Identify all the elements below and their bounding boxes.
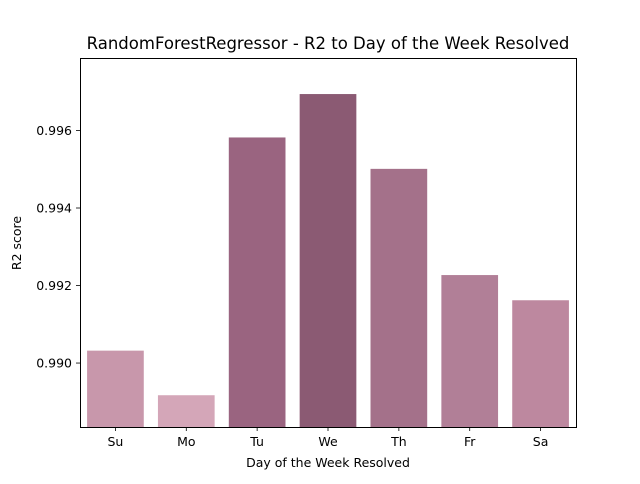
x-tick-label-tu: Tu <box>249 434 264 449</box>
bar-tu <box>228 137 286 427</box>
y-tick-label: 0.990 <box>36 356 72 371</box>
bar-fr <box>441 275 499 427</box>
x-tick-label-th: Th <box>390 434 407 449</box>
bar-sa <box>512 300 569 427</box>
y-tick-label: 0.992 <box>36 278 72 293</box>
x-axis-label: Day of the Week Resolved <box>246 455 410 470</box>
y-axis-ticks: 0.990 0.992 0.994 0.996 <box>36 123 80 371</box>
x-tick-label-sa: Sa <box>533 434 549 449</box>
y-tick-label: 0.996 <box>36 123 72 138</box>
x-tick-label-mo: Mo <box>177 434 195 449</box>
x-tick-label-we: We <box>318 434 338 449</box>
chart-title: RandomForestRegressor - R2 to Day of the… <box>87 34 570 53</box>
bar-mo <box>157 395 215 427</box>
bars-group <box>87 94 569 428</box>
x-tick-label-fr: Fr <box>464 434 476 449</box>
x-tick-label-su: Su <box>107 434 123 449</box>
plot-area-frame <box>80 58 577 428</box>
x-axis-ticks: Su Mo Tu We Th Fr Sa <box>107 427 548 449</box>
bar-we <box>299 94 357 428</box>
bar-su <box>87 350 144 427</box>
y-tick-label: 0.994 <box>36 201 72 216</box>
bar-th <box>370 168 428 428</box>
y-axis-label: R2 score <box>9 216 24 271</box>
